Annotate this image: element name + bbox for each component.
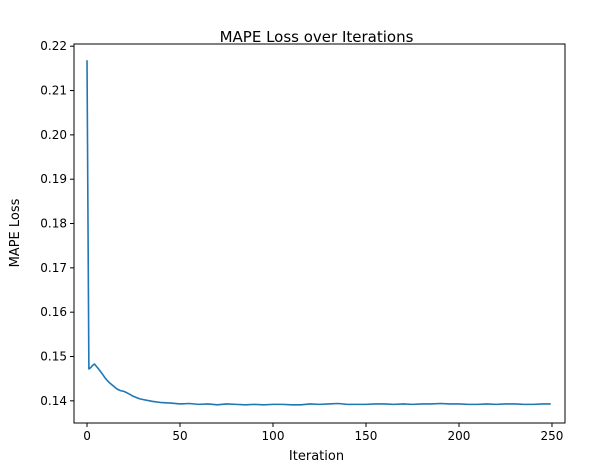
chart-title: MAPE Loss over Iterations <box>220 28 414 46</box>
y-tick-label: 0.20 <box>40 128 67 142</box>
y-tick-label: 0.17 <box>40 261 67 275</box>
y-tick-label: 0.14 <box>40 394 67 408</box>
y-tick-label: 0.18 <box>40 217 67 231</box>
y-tick-label: 0.19 <box>40 172 67 186</box>
x-tick-label: 200 <box>448 429 471 443</box>
x-tick-label: 150 <box>355 429 378 443</box>
x-tick-label: 50 <box>172 429 187 443</box>
x-tick-label: 100 <box>262 429 285 443</box>
plot-frame <box>73 43 566 424</box>
y-tick-label: 0.15 <box>40 350 67 364</box>
y-axis-label: MAPE Loss <box>8 198 23 267</box>
loss-series-line <box>86 60 551 406</box>
y-tick-label: 0.21 <box>40 84 67 98</box>
y-tick-label: 0.22 <box>40 39 67 53</box>
x-tick-label: 250 <box>541 429 564 443</box>
x-axis-label: Iteration <box>289 449 344 464</box>
y-tick-label: 0.16 <box>40 305 67 319</box>
x-tick-label: 0 <box>83 429 91 443</box>
